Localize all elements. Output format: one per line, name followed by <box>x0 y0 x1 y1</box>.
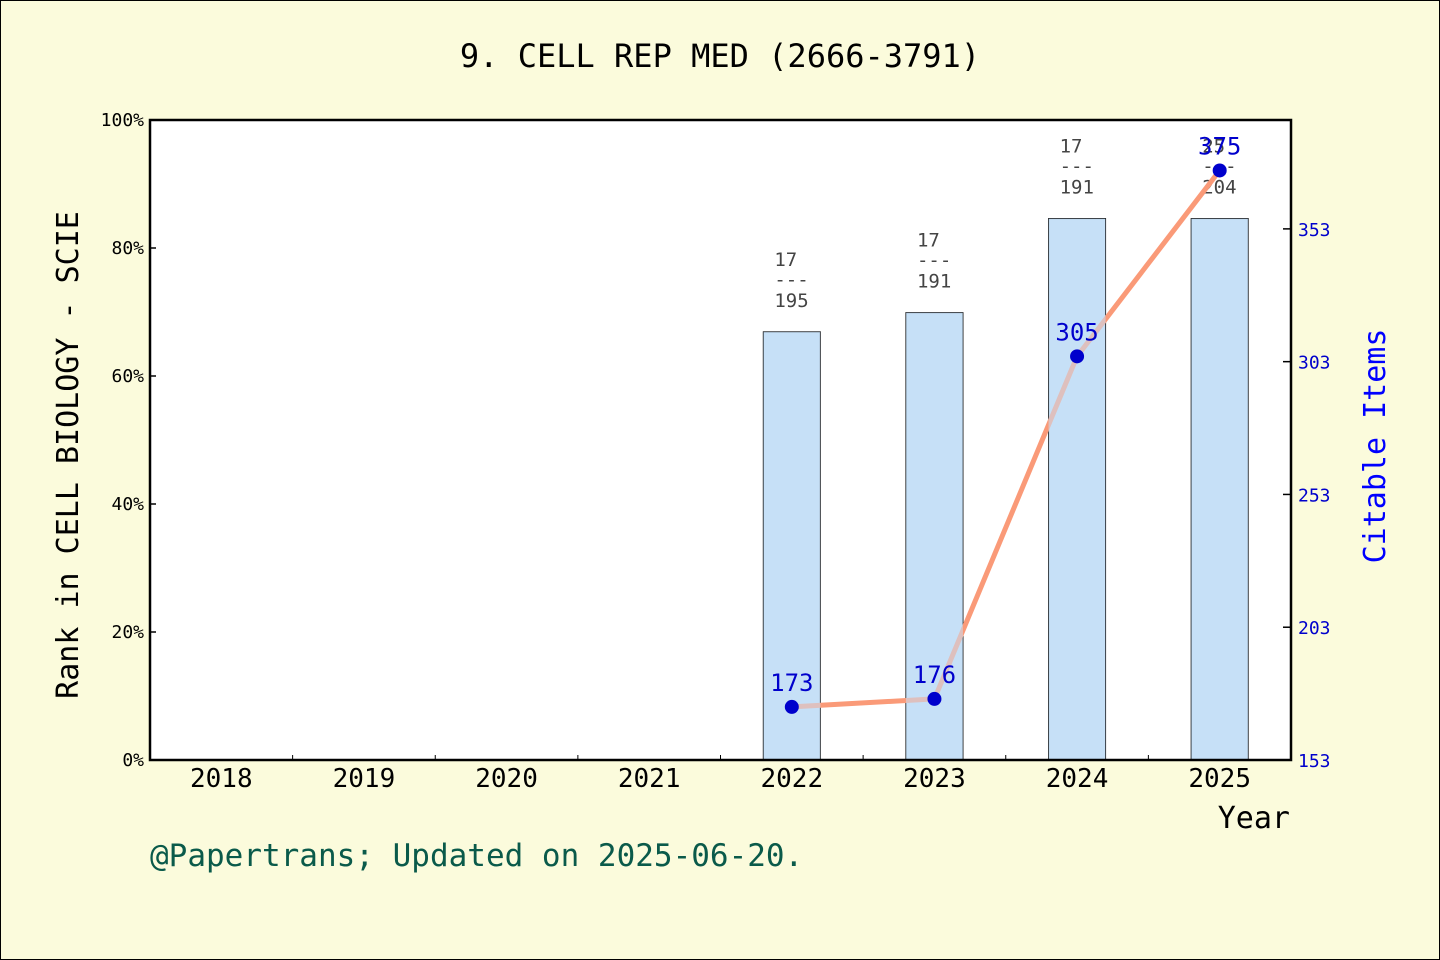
y-left-tick-label-100: 100% <box>101 110 145 131</box>
point-label-2023: 176 <box>913 661 956 689</box>
rank-label-top-2023: 17 <box>917 230 940 252</box>
x-tick-label-2023: 2023 <box>903 764 966 794</box>
point-2023 <box>927 691 942 706</box>
y-left-tick-label-60: 60% <box>111 366 144 387</box>
x-axis-label: Year <box>1218 801 1290 836</box>
point-label-2024: 305 <box>1055 318 1098 346</box>
point-2022 <box>784 699 799 714</box>
bar-overlay-2023 <box>905 312 963 760</box>
footer-credit: @Papertrans; Updated on 2025-06-20. <box>150 838 803 874</box>
rank-label-bottom-2023: 191 <box>917 271 951 293</box>
rank-label-sep-2024: --- <box>1060 156 1094 178</box>
axes-layer: 0% 20% 40% 60% 80% 100% 153 203 253 303 353 2018 201… <box>101 110 1331 794</box>
bar-overlay-2022 <box>763 331 821 760</box>
point-label-2022: 173 <box>770 669 813 697</box>
y-left-tick-label-0: 0% <box>122 750 144 771</box>
x-tick-label-2025: 2025 <box>1188 764 1251 794</box>
y-axis-right-label: Citable Items <box>1358 329 1393 564</box>
rank-label-top-2024: 17 <box>1060 136 1083 158</box>
rank-label-top-2025: 25 <box>1202 136 1225 158</box>
y-left-tick-label-20: 20% <box>111 622 144 643</box>
y-axis-left-label: Rank in CELL BIOLOGY - SCIE <box>51 211 86 699</box>
y-right-tick-label-253: 253 <box>1298 485 1331 506</box>
bar-overlay-2024 <box>1048 218 1106 760</box>
point-2024 <box>1070 349 1085 364</box>
y-left-tick-label-80: 80% <box>111 238 144 259</box>
x-tick-label-2018: 2018 <box>190 764 253 794</box>
line-layer: 173 176 305 375 <box>763 132 1249 760</box>
y-right-tick-label-303: 303 <box>1298 353 1331 374</box>
chart-title: 9. CELL REP MED (2666-3791) <box>460 37 980 75</box>
point-2025 <box>1212 163 1227 178</box>
y-right-tick-label-153: 153 <box>1298 751 1331 772</box>
plot-area <box>150 120 1291 760</box>
bar-overlay-2025 <box>1191 218 1249 760</box>
x-tick-label-2024: 2024 <box>1046 764 1109 794</box>
x-tick-label-2022: 2022 <box>761 764 824 794</box>
y-right-tick-label-353: 353 <box>1298 220 1331 241</box>
rank-label-sep-2022: --- <box>774 269 808 291</box>
rank-label-bottom-2022: 195 <box>774 290 808 312</box>
rank-label-sep-2023: --- <box>917 250 951 272</box>
y-left-tick-label-40: 40% <box>111 494 144 515</box>
y-right-tick-label-203: 203 <box>1298 618 1331 639</box>
x-tick-label-2019: 2019 <box>333 764 396 794</box>
rank-label-top-2022: 17 <box>774 249 797 271</box>
x-tick-label-2021: 2021 <box>618 764 681 794</box>
rank-label-bottom-2024: 191 <box>1060 177 1094 199</box>
x-tick-label-2020: 2020 <box>475 764 538 794</box>
point-label-2025: 375 <box>1198 132 1241 160</box>
